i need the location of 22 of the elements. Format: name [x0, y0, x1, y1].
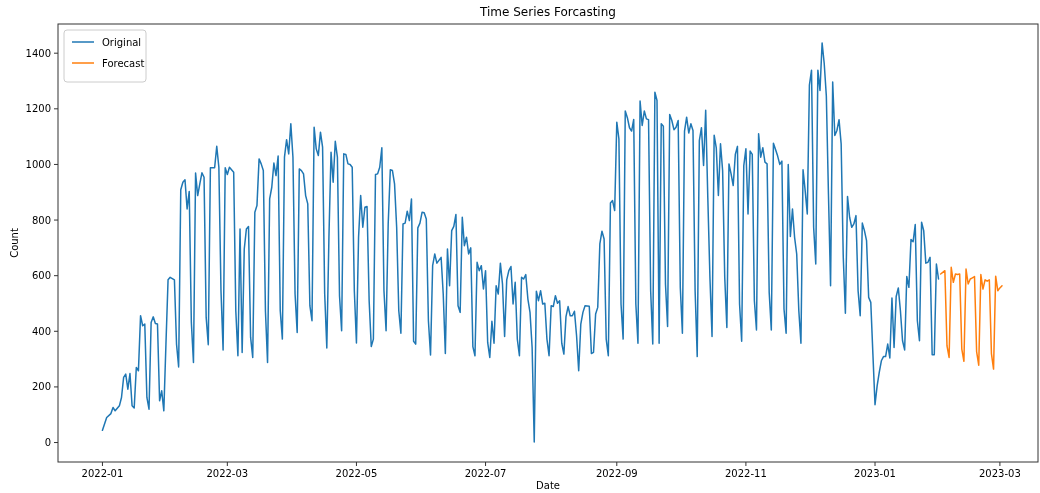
x-tick-label: 2023-01 [854, 468, 896, 479]
y-tick-label: 1400 [25, 47, 51, 59]
x-tick-label: 2022-07 [464, 468, 507, 479]
x-tick-label: 2022-03 [206, 468, 249, 479]
line-series [939, 266, 1003, 370]
y-tick-label: 600 [31, 270, 51, 282]
x-tick-label: 2023-03 [979, 468, 1021, 479]
x-axis-title: Date [536, 480, 560, 491]
y-tick-label: 800 [31, 214, 51, 226]
y-axis-title: Count [9, 228, 20, 258]
y-tick-label: 1000 [25, 158, 51, 170]
x-tick-label: 2022-05 [335, 468, 378, 479]
y-tick-label: 200 [31, 381, 51, 393]
chart-title: Time Series Forcasting [479, 5, 616, 19]
legend-label: Forecast [102, 58, 145, 69]
y-tick-label: 0 [44, 437, 51, 449]
y-tick-label: 1200 [25, 103, 51, 115]
legend-label: Original [102, 37, 142, 48]
x-tick-label: 2022-11 [725, 468, 767, 479]
x-tick-label: 2022-01 [81, 468, 124, 479]
x-tick-label: 2022-09 [595, 468, 638, 479]
y-tick-label: 400 [31, 325, 51, 337]
